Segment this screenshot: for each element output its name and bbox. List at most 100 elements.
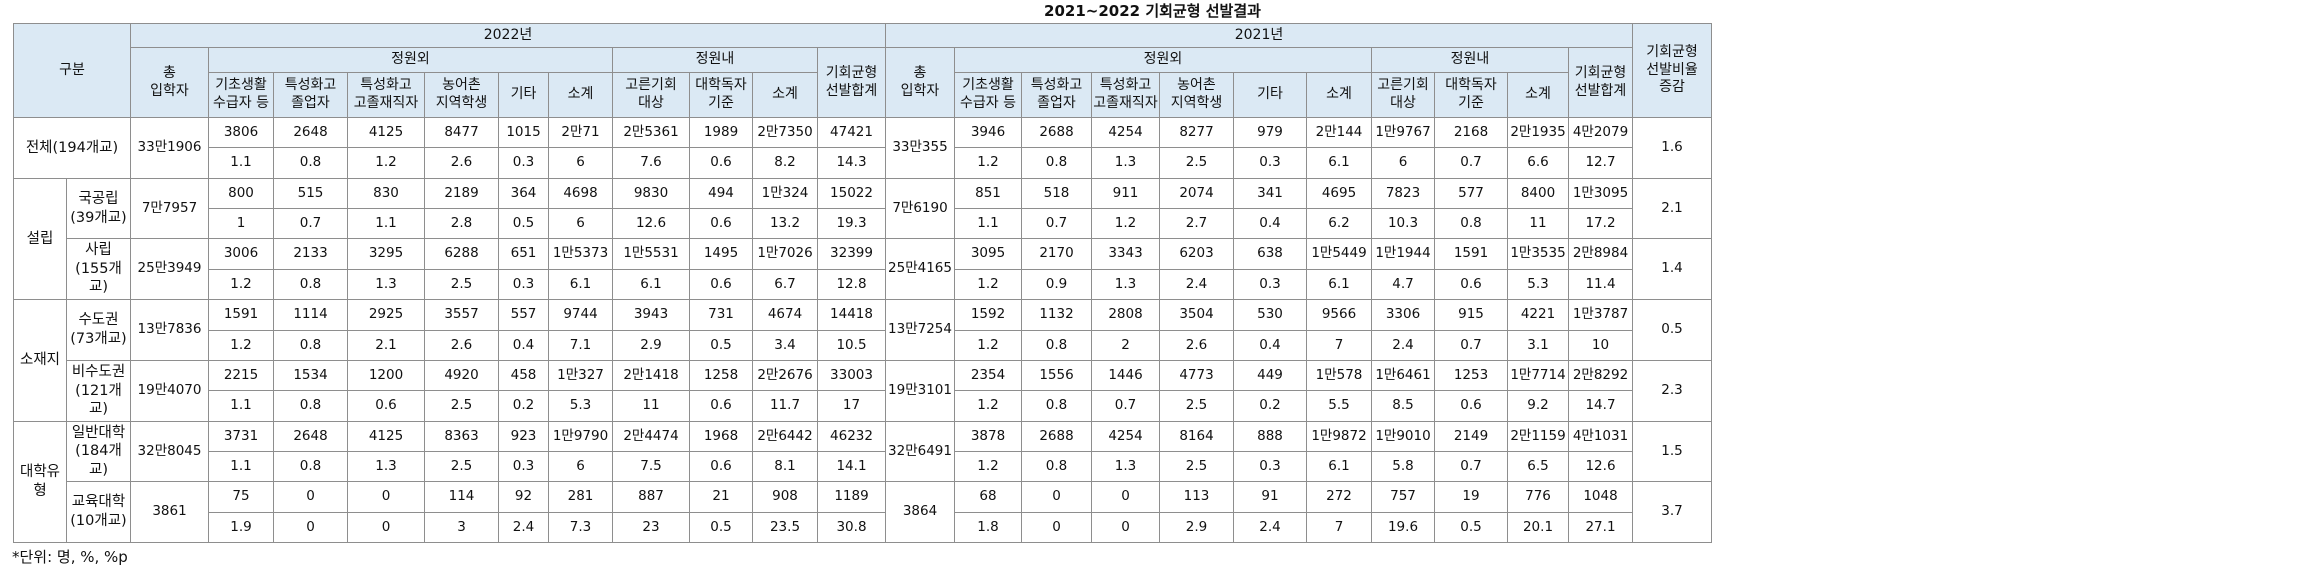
ratio-2021: 1.3 <box>1091 147 1160 179</box>
total-entrants-2022: 25만3949 <box>130 238 209 300</box>
ratio-2022: 0.6 <box>689 269 753 300</box>
value-2021: 915 <box>1434 299 1508 331</box>
ratio-2021: 17.2 <box>1568 208 1633 239</box>
ratio-2021: 5.3 <box>1507 269 1569 300</box>
ratio-2022: 1.2 <box>347 147 425 179</box>
value-2022: 2만2676 <box>752 360 818 391</box>
value-2021: 8400 <box>1507 178 1569 209</box>
value-2022: 1989 <box>689 117 753 148</box>
value-2022: 1만7026 <box>752 238 818 270</box>
value-2022: 1591 <box>208 299 274 331</box>
ratio-2022: 0.5 <box>689 330 753 361</box>
value-2021: 638 <box>1233 238 1307 270</box>
ratio-2021: 2 <box>1091 330 1160 361</box>
value-2022: 2만5361 <box>612 117 690 148</box>
ratio-2021: 1.8 <box>954 512 1022 543</box>
value-2021: 776 <box>1507 481 1569 513</box>
ratio-2022: 13.2 <box>752 208 818 239</box>
value-2021: 577 <box>1434 178 1508 209</box>
value-2022: 4698 <box>548 178 613 209</box>
header-sub-out-2021: 농어촌 지역학생 <box>1159 72 1234 118</box>
value-2022: 515 <box>273 178 348 209</box>
value-2022: 1만9790 <box>548 421 613 452</box>
ratio-2022: 2.5 <box>424 390 499 422</box>
value-2022: 2925 <box>347 299 425 331</box>
value-2022: 1495 <box>689 238 753 270</box>
value-2022: 458 <box>498 360 549 391</box>
ratio-2021: 10 <box>1568 330 1633 361</box>
value-2022: 3806 <box>208 117 274 148</box>
ratio-2022: 0.6 <box>689 390 753 422</box>
ratio-2021: 20.1 <box>1507 512 1569 543</box>
ratio-2022: 1.3 <box>347 269 425 300</box>
ratio-2021: 0 <box>1091 512 1160 543</box>
header-ratio-change: 기회균형 선발비율 증감 <box>1632 23 1712 118</box>
value-2021: 911 <box>1091 178 1160 209</box>
total-entrants-2021: 33만355 <box>885 117 955 179</box>
header-sub-out-2022: 소계 <box>548 72 613 118</box>
value-2022: 2만71 <box>548 117 613 148</box>
value-2022: 494 <box>689 178 753 209</box>
ratio-2021: 3.1 <box>1507 330 1569 361</box>
value-2021: 3343 <box>1091 238 1160 270</box>
ratio-2021: 1.1 <box>954 208 1022 239</box>
total-entrants-2021: 13만7254 <box>885 299 955 361</box>
value-2022: 47421 <box>817 117 886 148</box>
header-sub-out-2021: 기초생활 수급자 등 <box>954 72 1022 118</box>
ratio-2021: 0.2 <box>1233 390 1307 422</box>
value-2021: 3878 <box>954 421 1022 452</box>
header-jeongwonoe-2022: 정원외 <box>208 47 613 73</box>
value-2021: 1만3535 <box>1507 238 1569 270</box>
value-2022: 21 <box>689 481 753 513</box>
ratio-2021: 0.8 <box>1021 451 1092 482</box>
ratio-2022: 0.2 <box>498 390 549 422</box>
row-sub-label: 비수도권 (121개교) <box>66 360 131 422</box>
ratio-2022: 12.8 <box>817 269 886 300</box>
value-2021: 1만3095 <box>1568 178 1633 209</box>
header-sub-out-2022: 기타 <box>498 72 549 118</box>
ratio-2021: 6.5 <box>1507 451 1569 482</box>
ratio-2022: 1.3 <box>347 451 425 482</box>
ratio-2022: 0.5 <box>689 512 753 543</box>
ratio-2021: 2.7 <box>1159 208 1234 239</box>
value-2021: 1132 <box>1021 299 1092 331</box>
ratio-2022: 0.8 <box>273 147 348 179</box>
ratio-2021: 8.5 <box>1371 390 1435 422</box>
row-group-label: 소재지 <box>13 299 67 422</box>
header-sub-out-2021: 특성화고 졸업자 <box>1021 72 1092 118</box>
value-2021: 2170 <box>1021 238 1092 270</box>
ratio-2022: 2.1 <box>347 330 425 361</box>
value-2021: 6203 <box>1159 238 1234 270</box>
ratio-2021: 0.8 <box>1021 390 1092 422</box>
ratio-2022: 0.4 <box>498 330 549 361</box>
ratio-2022: 2.6 <box>424 147 499 179</box>
ratio-2021: 9.2 <box>1507 390 1569 422</box>
ratio-2022: 8.2 <box>752 147 818 179</box>
page-title: 2021~2022 기회균형 선발결과 <box>1044 2 1261 20</box>
value-2022: 92 <box>498 481 549 513</box>
value-2022: 887 <box>612 481 690 513</box>
header-year-2022: 2022년 <box>130 23 886 48</box>
header-sub-in-2021: 대학독자 기준 <box>1434 72 1508 118</box>
ratio-2021: 1.3 <box>1091 269 1160 300</box>
value-2021: 2만1935 <box>1507 117 1569 148</box>
header-sub-in-2022: 대학독자 기준 <box>689 72 753 118</box>
ratio-2022: 0.8 <box>273 269 348 300</box>
value-2021: 4만1031 <box>1568 421 1633 452</box>
value-2022: 3731 <box>208 421 274 452</box>
ratio-change: 2.1 <box>1632 178 1712 239</box>
ratio-2022: 1.2 <box>208 269 274 300</box>
value-2022: 8477 <box>424 117 499 148</box>
value-2022: 651 <box>498 238 549 270</box>
row-group-label: 설립 <box>13 178 67 300</box>
ratio-2022: 7.6 <box>612 147 690 179</box>
value-2021: 8277 <box>1159 117 1234 148</box>
header-total-entrants-2022: 총 입학자 <box>130 47 209 118</box>
value-2022: 14418 <box>817 299 886 331</box>
ratio-2021: 0.9 <box>1021 269 1092 300</box>
value-2021: 1446 <box>1091 360 1160 391</box>
row-sub-label: 수도권 (73개교) <box>66 299 131 361</box>
header-sub-out-2021: 기타 <box>1233 72 1307 118</box>
ratio-2021: 6.1 <box>1306 269 1372 300</box>
ratio-2022: 17 <box>817 390 886 422</box>
